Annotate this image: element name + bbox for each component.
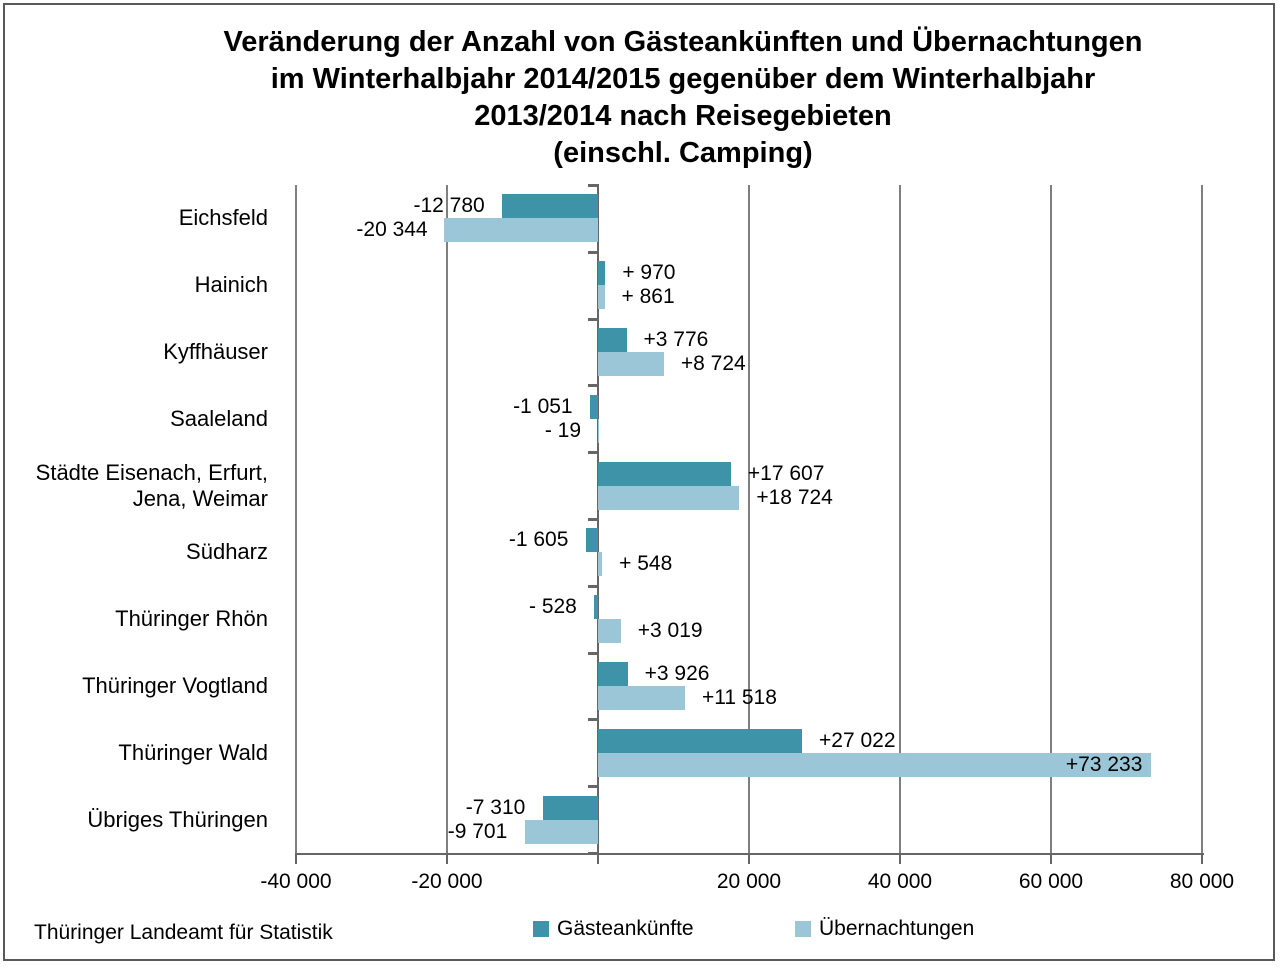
bar-data-label: +18 724	[756, 485, 833, 509]
bar-data-label: +73 233	[1065, 752, 1143, 776]
vertical-gridline	[1201, 185, 1203, 853]
bar-gaesteankuenfte	[585, 528, 598, 553]
x-axis-tick	[899, 853, 901, 864]
bar-gaesteankuenfte	[598, 461, 731, 486]
category-axis-tick	[588, 718, 599, 722]
x-axis-tick-label: 80 000	[1169, 870, 1235, 893]
bar-data-label: +3 776	[643, 328, 709, 351]
legend-item-gaesteankuenfte: Gästeankünfte	[533, 917, 694, 941]
bar-gaesteankuenfte	[590, 394, 598, 419]
legend-label-uebernachtungen: Übernachtungen	[819, 917, 975, 940]
category-label: Thüringer Wald	[118, 739, 268, 765]
bar-uebernachtungen	[598, 619, 621, 644]
bar-data-label: -1 051	[513, 394, 573, 418]
category-label: Übriges Thüringen	[87, 806, 268, 832]
bar-data-label: -7 310	[465, 795, 526, 819]
bar-gaesteankuenfte	[542, 795, 598, 820]
bar-data-label: +8 724	[680, 352, 746, 375]
x-axis-tick-label: 40 000	[867, 870, 933, 893]
category-axis-tick	[588, 250, 599, 254]
category-label: Thüringer Vogtland	[82, 672, 268, 698]
bar-uebernachtungen	[597, 418, 599, 443]
chart-border-frame	[3, 3, 1275, 961]
x-axis-tick	[597, 853, 599, 864]
bar-data-label: -9 701	[447, 819, 508, 843]
category-label: Eichsfeld	[178, 205, 268, 231]
legend-swatch-uebernachtungen	[795, 921, 811, 937]
x-axis-tick-label: -40 000	[260, 870, 332, 893]
bar-data-label: +3 926	[644, 662, 710, 685]
bar-data-label: - 19	[544, 418, 582, 442]
vertical-gridline	[295, 185, 297, 853]
category-axis-tick	[588, 584, 599, 588]
source-text: Thüringer Landeamt für Statistik	[34, 921, 333, 944]
x-axis-tick	[1050, 853, 1052, 864]
bar-data-label: + 548	[619, 552, 673, 576]
x-axis-tick-label: 20 000	[716, 870, 782, 893]
bar-data-label: -20 344	[356, 218, 428, 242]
category-axis-tick	[588, 384, 599, 388]
x-axis-line	[296, 853, 1204, 855]
bar-data-label: -1 605	[508, 528, 569, 552]
legend-item-uebernachtungen: Übernachtungen	[795, 917, 974, 941]
category-axis-tick	[588, 785, 599, 789]
bar-data-label: +11 518	[701, 686, 777, 709]
x-axis-tick	[295, 853, 297, 864]
bar-data-label: +17 607	[747, 461, 825, 485]
vertical-gridline	[1050, 185, 1052, 853]
bar-uebernachtungen	[598, 285, 605, 310]
bar-data-label: + 861	[621, 285, 675, 309]
legend-label-gaesteankuenfte: Gästeankünfte	[557, 917, 694, 940]
x-axis-tick	[748, 853, 750, 864]
x-axis-tick	[1201, 853, 1203, 864]
bar-gaesteankuenfte	[598, 261, 606, 286]
bar-uebernachtungen	[598, 752, 1151, 777]
bar-uebernachtungen	[598, 686, 685, 710]
x-axis-tick-label: 60 000	[1018, 870, 1084, 893]
bar-uebernachtungen	[598, 552, 603, 577]
legend-swatch-gaesteankuenfte	[533, 921, 549, 937]
bar-uebernachtungen	[524, 819, 598, 844]
category-label: Städte Eisenach, Erfurt, Jena, Weimar	[35, 459, 268, 511]
bar-data-label: +3 019	[637, 619, 703, 643]
bar-uebernachtungen	[598, 485, 740, 510]
vertical-gridline	[748, 185, 750, 853]
category-axis-tick	[588, 451, 599, 455]
category-label: Thüringer Rhön	[115, 606, 268, 632]
vertical-gridline	[899, 185, 901, 853]
bar-gaesteankuenfte	[598, 728, 803, 753]
bar-gaesteankuenfte	[598, 328, 627, 352]
category-label: Kyffhäuser	[163, 338, 268, 364]
bar-uebernachtungen	[444, 218, 598, 243]
category-axis-tick	[588, 518, 599, 521]
bar-data-label: +27 022	[819, 728, 896, 752]
category-label: Hainich	[194, 272, 268, 298]
bar-data-label: - 528	[529, 595, 577, 619]
category-axis-tick	[588, 651, 599, 655]
category-axis-tick	[588, 184, 599, 187]
x-axis-tick-label: -20 000	[411, 870, 483, 893]
vertical-gridline	[446, 185, 448, 853]
bar-gaesteankuenfte	[594, 595, 598, 620]
bar-data-label: -12 780	[413, 194, 485, 218]
category-label: Saaleland	[170, 405, 268, 431]
x-axis-tick	[446, 853, 448, 864]
bar-data-label: + 970	[622, 261, 676, 285]
category-axis-tick	[588, 317, 599, 321]
category-label: Südharz	[186, 539, 268, 565]
bar-gaesteankuenfte	[501, 194, 598, 219]
bar-gaesteankuenfte	[598, 662, 628, 686]
bar-uebernachtungen	[598, 352, 664, 376]
chart-title: Veränderung der Anzahl von Gästeankünfte…	[223, 26, 1143, 169]
